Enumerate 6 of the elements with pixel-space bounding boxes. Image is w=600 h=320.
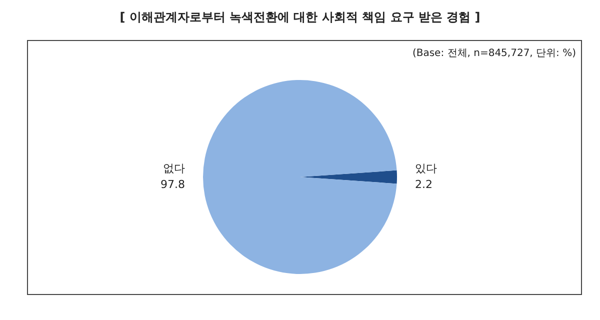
text: (Base: 전체, n=845,727, 단위: %) [412, 47, 576, 60]
data-label: 2.2 [415, 178, 432, 191]
chart-title: [ 이해관계자로부터 녹색전환에 대한 사회적 책임 요구 받은 경험 ] [118, 9, 482, 26]
slice-label: 없다 [163, 162, 185, 175]
data-label: 97.8 [160, 178, 185, 191]
slice-label: 있다 [415, 162, 437, 175]
